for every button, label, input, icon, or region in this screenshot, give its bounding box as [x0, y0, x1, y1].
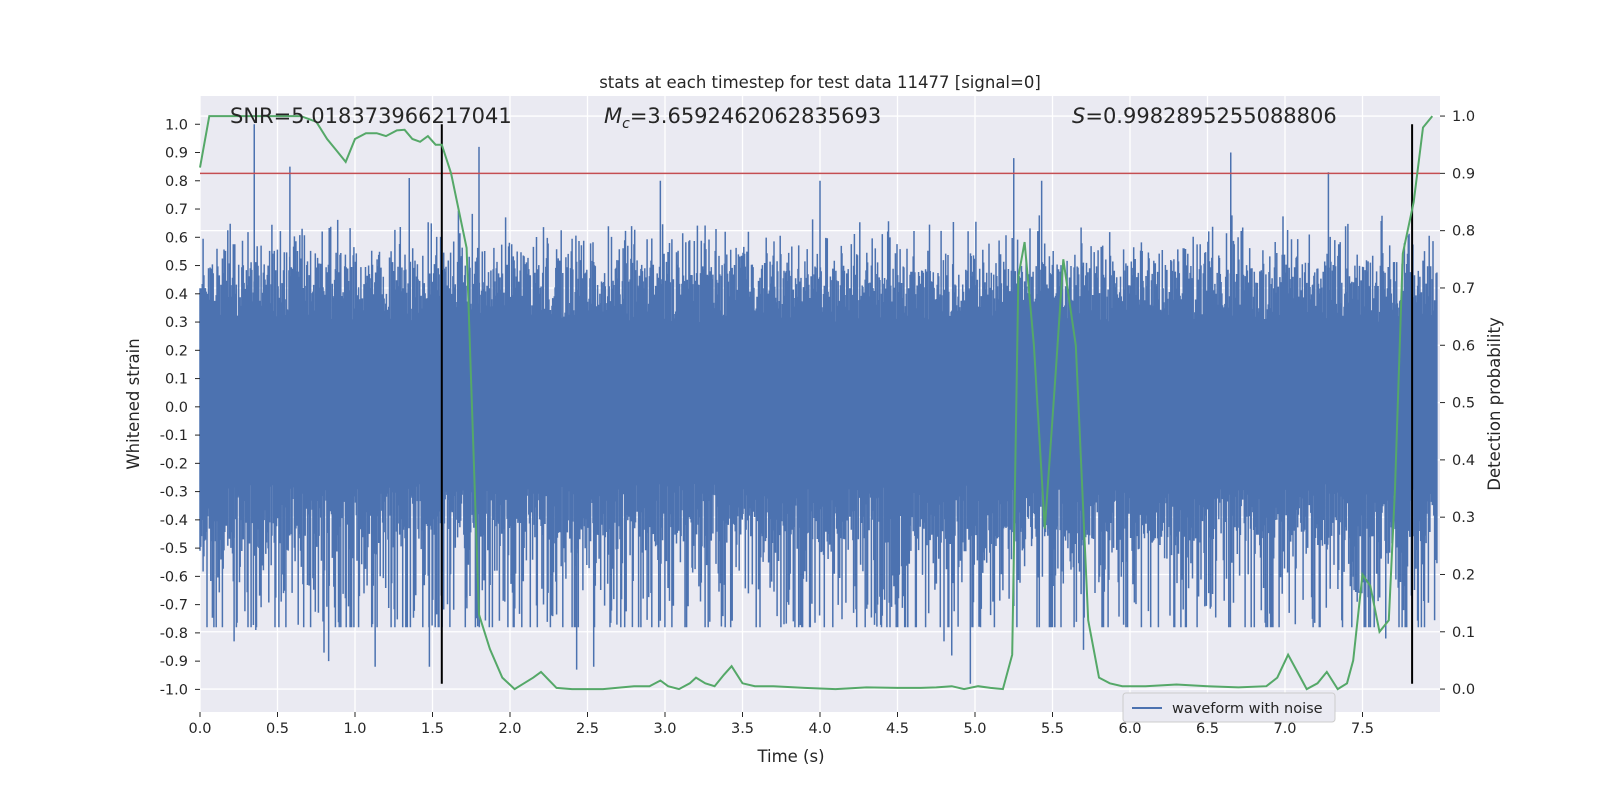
y-right-tick-label: 0.1 [1452, 625, 1475, 641]
y-right-tick-label: 0.8 [1452, 224, 1475, 240]
x-tick-label: 3.0 [653, 721, 676, 737]
y-tick-label: -0.7 [160, 598, 188, 614]
y-tick-label: 0.5 [165, 259, 188, 275]
legend-label-waveform: waveform with noise [1172, 701, 1323, 717]
y-tick-label: 0.4 [165, 287, 188, 303]
waveform-noise-path [199, 210, 1438, 628]
y-axis-ticks: 1.0 0.9 0.8 0.7 0.6 0.5 0.4 0.3 0.2 0.1 0.0 -0.1 -0.… [160, 117, 200, 698]
y-axis-label: Whitened strain [124, 338, 143, 469]
y-tick-label: -1.0 [160, 682, 188, 698]
y-tick-label: -0.3 [160, 485, 188, 501]
snr-annotation: SNR=5.018373966217041 [230, 104, 512, 128]
x-tick-label: 3.5 [731, 721, 754, 737]
probability-series [199, 115, 1434, 691]
x-tick-label: 6.0 [1118, 721, 1141, 737]
x-tick-label: 0.0 [188, 721, 211, 737]
y-tick-label: 0.9 [165, 146, 188, 162]
y-right-tick-label: 0.6 [1452, 338, 1475, 354]
y-tick-label: 0.3 [165, 315, 188, 331]
y-tick-label: 1.0 [165, 117, 188, 133]
x-tick-label: 1.0 [343, 721, 366, 737]
legend-box [1122, 692, 1336, 723]
y-tick-label: -0.9 [160, 654, 188, 670]
probability-line [199, 115, 1434, 691]
x-tick-label: 6.5 [1196, 721, 1219, 737]
y-tick-label: 0.6 [165, 230, 188, 246]
detection-marker-lines [440, 124, 1414, 684]
y-right-tick-label: 1.0 [1452, 109, 1475, 125]
mc-value: =3.6592462062835693 [630, 104, 881, 128]
s-symbol: S [1072, 104, 1085, 128]
y-right-tick-label: 0.0 [1452, 682, 1475, 698]
y-tick-label: 0.2 [165, 343, 188, 359]
y-tick-label: -0.2 [160, 456, 188, 472]
waveform-spikes [233, 124, 1387, 684]
x-tick-label: 2.0 [498, 721, 521, 737]
y-right-tick-label: 0.5 [1452, 396, 1475, 412]
x-axis-label: Time (s) [756, 747, 824, 766]
y-tick-label: -0.4 [160, 513, 188, 529]
x-tick-label: 2.5 [576, 721, 599, 737]
y-tick-label: -0.1 [160, 428, 188, 444]
legend: waveform with noise [1122, 692, 1336, 723]
x-tick-label: 5.5 [1041, 721, 1064, 737]
chirp-mass-annotation: Mc=3.6592462062835693 [604, 104, 881, 132]
x-tick-label: 5.0 [963, 721, 986, 737]
y-tick-label: 0.8 [165, 174, 188, 190]
y-right-tick-label: 0.4 [1452, 453, 1475, 469]
score-annotation: S=0.9982895255088806 [1072, 104, 1337, 128]
y-right-tick-label: 0.2 [1452, 567, 1475, 583]
x-tick-label: 7.5 [1351, 721, 1374, 737]
x-tick-label: 4.5 [886, 721, 909, 737]
y-tick-label: 0.1 [165, 372, 188, 388]
y-right-tick-label: 0.9 [1452, 166, 1475, 182]
x-tick-label: 4.0 [808, 721, 831, 737]
y-tick-label: -0.6 [160, 569, 188, 585]
x-tick-label: 0.5 [266, 721, 289, 737]
waveform-series [199, 210, 1438, 628]
y-right-axis-ticks: 1.0 0.9 0.8 0.7 0.6 0.5 0.4 0.3 0.2 0.1 0.0 [1440, 109, 1475, 698]
mc-subscript: c [622, 116, 630, 132]
s-value: =0.9982895255088806 [1085, 104, 1336, 128]
y-right-tick-label: 0.3 [1452, 510, 1475, 526]
y-tick-label: -0.8 [160, 626, 188, 642]
mc-symbol: M [604, 104, 622, 128]
y-right-axis-label: Detection probability [1485, 317, 1504, 491]
y-tick-label: -0.5 [160, 541, 188, 557]
y-right-tick-label: 0.7 [1452, 281, 1475, 297]
x-tick-label: 7.0 [1273, 721, 1296, 737]
chart-title: stats at each timestep for test data 114… [599, 73, 1041, 92]
x-axis-ticks: 0.0 0.5 1.0 1.5 2.0 2.5 3.0 3.5 4.0 4.5 5.0 5.5 6.0 6… [188, 712, 1374, 737]
x-tick-label: 1.5 [421, 721, 444, 737]
y-tick-label: 0.0 [165, 400, 188, 416]
y-tick-label: 0.7 [165, 202, 188, 218]
